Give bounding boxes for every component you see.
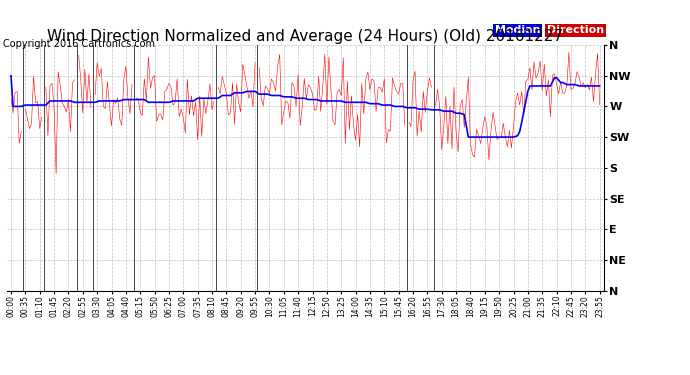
Title: Wind Direction Normalized and Average (24 Hours) (Old) 20161227: Wind Direction Normalized and Average (2… — [48, 29, 563, 44]
Text: Direction: Direction — [547, 25, 604, 35]
Text: Copyright 2016 Cartronics.com: Copyright 2016 Cartronics.com — [3, 39, 155, 50]
Text: Median: Median — [495, 25, 540, 35]
